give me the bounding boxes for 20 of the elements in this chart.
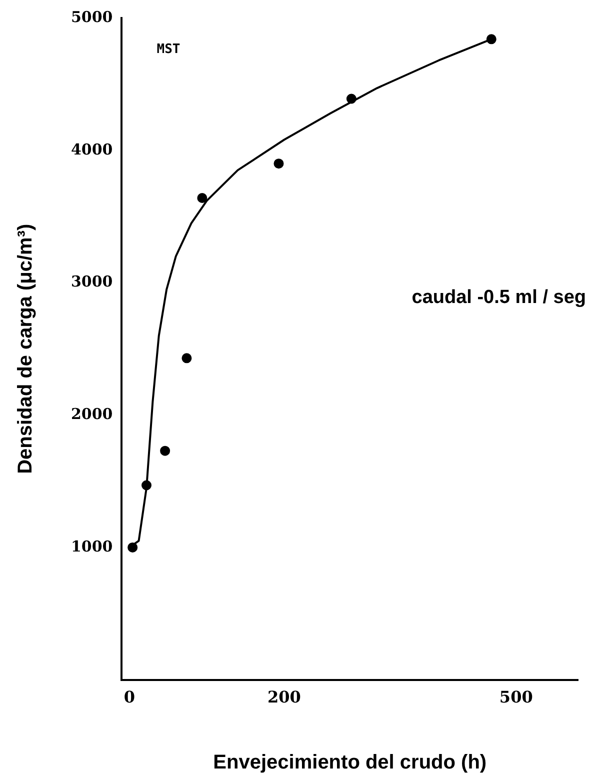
y-axis-title: Densidad de carga (μc/m³) (14, 224, 37, 474)
x-tick-label: 200 (267, 688, 301, 707)
annotation: MST (156, 42, 180, 57)
point (486, 34, 496, 44)
y-tick-label: 5000 (71, 8, 113, 26)
annotation: caudal -0.5 ml / seg (412, 287, 586, 308)
x-tick-label: 500 (499, 688, 533, 707)
y-tick-label: 2000 (71, 404, 113, 423)
point (141, 480, 152, 490)
point (346, 94, 356, 104)
point (160, 446, 170, 456)
point (197, 193, 208, 204)
point (274, 158, 284, 169)
y-tick-label: 1000 (71, 537, 113, 556)
x-axis-title: Envejecimiento del crudo (h) (213, 752, 487, 774)
y-tick-label: 3000 (71, 272, 113, 291)
point (182, 353, 192, 364)
point (128, 542, 138, 552)
y-tick-label: 4000 (71, 140, 113, 158)
x-tick-label: 0 (124, 688, 136, 707)
